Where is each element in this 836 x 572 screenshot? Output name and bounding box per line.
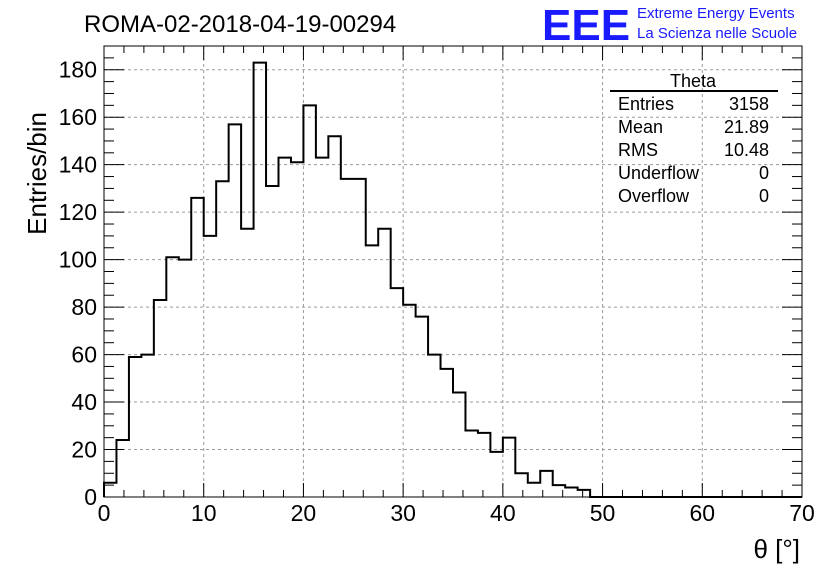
plot-frame [103, 45, 803, 498]
histogram-bin [540, 471, 552, 497]
histogram-bin [129, 357, 141, 497]
histogram-bin [366, 245, 378, 497]
y-tick-label: 0 [84, 484, 97, 510]
x-tick-label: 10 [191, 500, 217, 526]
eee-logo: EEE [542, 1, 630, 50]
x-tick-label: 60 [689, 500, 715, 526]
histogram-bin [229, 124, 241, 497]
histogram-outline [103, 61, 802, 498]
x-tick-label: 50 [590, 500, 616, 526]
histogram-bin [316, 158, 328, 497]
histogram-bin [453, 393, 465, 497]
histogram-bin [254, 63, 266, 497]
histogram-bin [116, 440, 128, 497]
histogram-bin [166, 257, 178, 497]
logo-line-2: La Scienza nelle Scuole [637, 25, 797, 42]
stats-label: Underflow [618, 163, 700, 183]
grid-lines [104, 46, 802, 497]
histogram-bin [428, 355, 440, 497]
y-tick-label: 40 [71, 389, 97, 415]
y-tick-label: 120 [59, 199, 97, 225]
x-axis-label: θ [°] [753, 534, 800, 564]
histogram-bin [515, 473, 527, 497]
histogram-bin [266, 186, 278, 497]
histogram-bin [490, 452, 502, 497]
stats-value: 10.48 [724, 140, 769, 160]
histogram-bin [204, 236, 216, 497]
histogram-bin [279, 158, 291, 497]
x-tick-label: 20 [291, 500, 317, 526]
histogram-bin [303, 105, 315, 497]
histogram-bin [179, 260, 191, 497]
histogram-series [103, 61, 802, 498]
histogram-bin [503, 438, 515, 497]
histogram-bin [578, 490, 590, 497]
histogram-bin [378, 229, 390, 497]
x-tick-label: 30 [390, 500, 416, 526]
run-title: ROMA-02-2018-04-19-00294 [84, 11, 396, 38]
histogram-bin [241, 229, 253, 497]
stats-label: Overflow [618, 186, 690, 206]
x-tick-label: 40 [490, 500, 516, 526]
x-tick-label: 0 [98, 500, 111, 526]
histogram-bin [478, 433, 490, 497]
stats-value: 0 [759, 163, 769, 183]
histogram-bin [191, 198, 203, 497]
histogram-bin [465, 431, 477, 497]
stats-title: Theta [670, 71, 717, 91]
stats-value: 0 [759, 186, 769, 206]
y-tick-label: 100 [59, 247, 97, 273]
histogram-bin [416, 317, 428, 497]
stats-box: Theta Entries 3158 Mean 21.89 RMS 10.48 Underf… [610, 71, 778, 206]
histogram-bin [528, 483, 540, 497]
y-tick-label: 160 [59, 104, 97, 130]
x-tick-label: 70 [789, 500, 815, 526]
axis-ticks [103, 45, 803, 498]
histogram-bin [553, 485, 565, 497]
y-tick-label: 20 [71, 437, 97, 463]
histogram-bin [141, 355, 153, 497]
logo-line-1: Extreme Energy Events [637, 5, 795, 22]
stats-label: Mean [618, 117, 663, 137]
histogram-bin [565, 488, 577, 497]
histogram-bin [328, 136, 340, 497]
histogram-bin [403, 305, 415, 497]
tick-labels: 0 10 20 30 40 50 60 70 0 20 40 60 80 100 120 140 160 180 [59, 57, 815, 526]
y-tick-label: 140 [59, 152, 97, 178]
histogram-bin [391, 288, 403, 497]
y-tick-label: 60 [71, 342, 97, 368]
y-axis-label: Entries/bin [22, 112, 52, 235]
histogram-bin [154, 300, 166, 497]
histogram-bin [441, 369, 453, 497]
y-tick-label: 80 [71, 294, 97, 320]
y-tick-label: 180 [59, 57, 97, 83]
stats-value: 21.89 [724, 117, 769, 137]
stats-value: 3158 [729, 94, 769, 114]
stats-label: Entries [618, 94, 674, 114]
stats-label: RMS [618, 140, 658, 160]
